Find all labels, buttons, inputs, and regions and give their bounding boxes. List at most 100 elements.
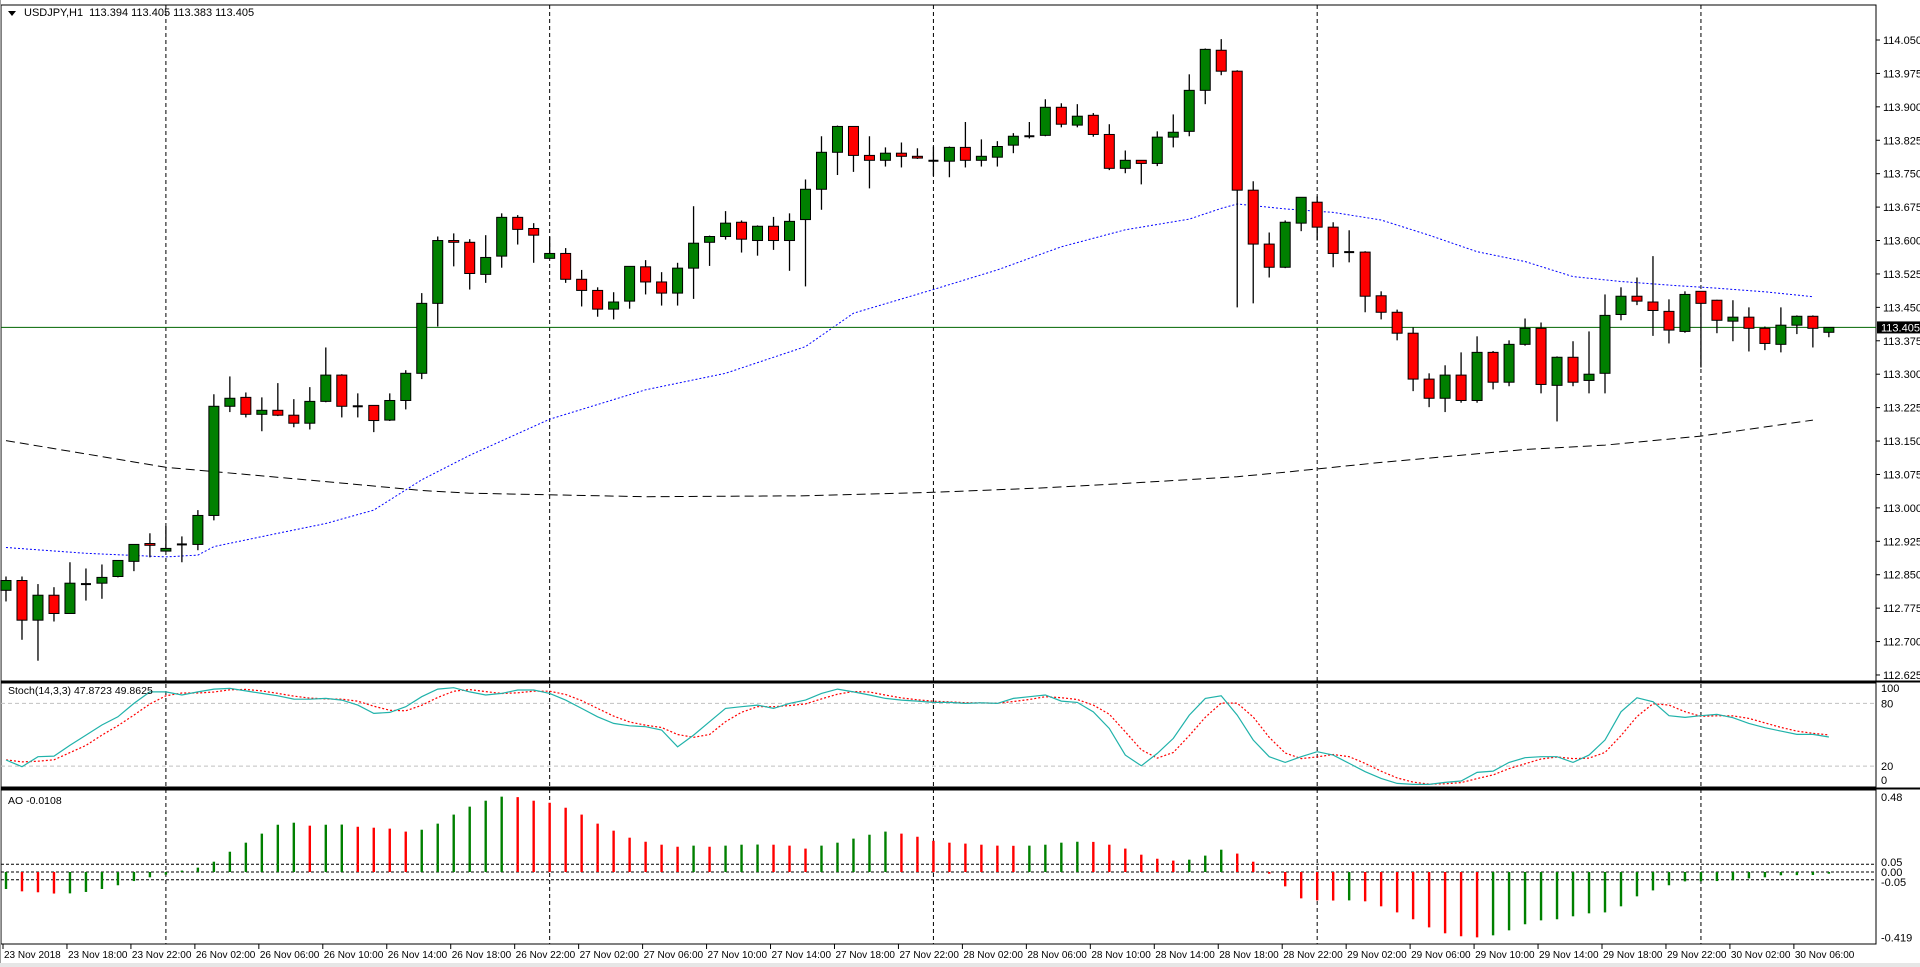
- candle-body-bull: [1199, 48, 1211, 91]
- candle: [352, 393, 363, 418]
- ao-bar: [244, 842, 248, 872]
- ao-bar: [1555, 872, 1559, 920]
- candle: [1663, 299, 1675, 344]
- candle-body-bull: [128, 543, 140, 562]
- candle-body-bear: [1311, 201, 1323, 228]
- price-axis-label: 112.925: [1883, 536, 1920, 548]
- ao-bar: [1076, 841, 1079, 872]
- ao-bar: [1379, 872, 1383, 907]
- ao-bar: [100, 872, 104, 890]
- ao-bar: [356, 826, 359, 872]
- ao-bar: [1220, 849, 1223, 872]
- candle: [1743, 307, 1755, 352]
- candle-body-bull: [975, 155, 987, 161]
- stochastic-panel[interactable]: [0, 682, 1877, 788]
- candle-body-bull: [256, 409, 268, 415]
- candle-body-bear: [48, 594, 60, 614]
- candle: [672, 262, 684, 306]
- candle: [736, 220, 748, 253]
- candle: [256, 397, 268, 432]
- stoch-axis-label: 0: [1881, 775, 1887, 787]
- candle: [320, 347, 332, 403]
- main-price-panel[interactable]: [0, 4, 1877, 682]
- candle: [1647, 256, 1659, 336]
- stoch-axis-label: 100: [1881, 683, 1899, 695]
- ao-bar: [1571, 872, 1575, 917]
- candle: [928, 146, 939, 176]
- ao-bar: [1411, 872, 1415, 920]
- candle: [1503, 340, 1515, 387]
- candle: [1583, 331, 1595, 394]
- candle-body-bear: [464, 241, 476, 274]
- ao-bar: [20, 872, 24, 892]
- ao-bar: [324, 824, 327, 872]
- time-axis-label: 26 Nov 14:00: [388, 950, 448, 961]
- candle-body-bear: [368, 404, 380, 422]
- candle-body-bear: [911, 155, 923, 159]
- time-axis-label: 29 Nov 18:00: [1603, 950, 1663, 961]
- candle: [943, 146, 955, 178]
- candle-body-bear: [1407, 332, 1419, 380]
- ao-bar: [708, 846, 711, 872]
- ao-bar: [1763, 872, 1767, 878]
- candle-body-bull: [1279, 221, 1291, 268]
- candle-body-bear: [1567, 356, 1579, 383]
- ao-bar: [68, 872, 72, 894]
- candle: [544, 236, 556, 259]
- price-axis-label: 113.675: [1883, 202, 1920, 214]
- candle-body-bull: [224, 397, 236, 407]
- candle-body-bear: [288, 414, 300, 424]
- ao-label: AO -0.0108: [8, 795, 62, 807]
- ao-bar: [180, 870, 184, 872]
- candle: [560, 248, 572, 283]
- candle: [1295, 196, 1307, 232]
- candle: [656, 272, 668, 306]
- chart-menu-triangle-icon[interactable]: [8, 10, 16, 16]
- candle: [400, 370, 412, 410]
- candle-body-bull: [1503, 343, 1515, 383]
- ao-bar: [548, 802, 551, 872]
- candle: [208, 394, 220, 521]
- candle: [752, 225, 764, 256]
- candle-body-bear: [336, 374, 348, 407]
- ao-bar: [1347, 872, 1351, 901]
- time-axis-label: 27 Nov 06:00: [644, 950, 704, 961]
- ao-panel[interactable]: [0, 789, 1877, 945]
- candle-body-bear: [1647, 301, 1659, 311]
- candle-body-bull: [400, 372, 412, 401]
- candle: [80, 568, 91, 601]
- candle: [240, 392, 252, 418]
- candle: [911, 148, 923, 159]
- ao-bar: [196, 867, 200, 872]
- ao-bar: [420, 829, 423, 872]
- candle: [32, 584, 44, 661]
- ao-bar: [484, 800, 487, 872]
- ao-bar: [1236, 853, 1239, 872]
- candle-body-bull: [1775, 324, 1787, 345]
- candle: [688, 206, 700, 299]
- ao-bar: [372, 827, 375, 872]
- candle-body-bear: [1375, 295, 1387, 313]
- candle: [64, 562, 76, 614]
- ao-bar: [1060, 842, 1063, 872]
- ao-bar: [1395, 872, 1399, 913]
- price-axis-label: 112.850: [1883, 570, 1920, 582]
- ao-bar: [1715, 872, 1719, 882]
- candle: [640, 260, 652, 295]
- candle: [1024, 121, 1035, 139]
- candle-body-bull: [1583, 373, 1595, 381]
- price-axis-label: 113.075: [1883, 469, 1920, 481]
- candle-body-bull: [192, 514, 204, 545]
- candle: [1615, 287, 1627, 321]
- candle-body-bull: [320, 374, 332, 402]
- ao-bar: [1252, 861, 1255, 872]
- candle-body-bear: [847, 125, 859, 156]
- candle-body-bear: [1535, 327, 1547, 385]
- candle: [1423, 373, 1435, 408]
- ao-bar: [676, 846, 679, 872]
- candle: [1439, 365, 1451, 413]
- price-axis-label: 113.300: [1883, 369, 1920, 381]
- candle: [1135, 159, 1147, 185]
